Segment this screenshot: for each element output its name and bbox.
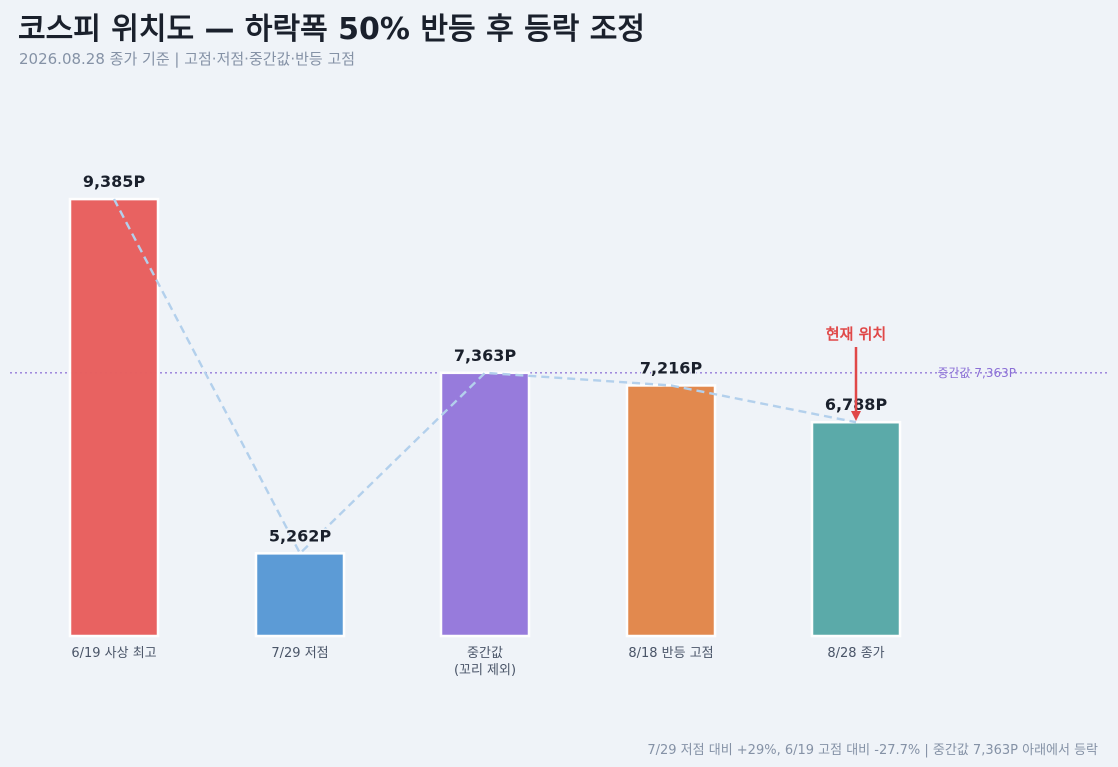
bar bbox=[254, 552, 346, 638]
bar bbox=[439, 371, 531, 638]
connector-group bbox=[112, 198, 857, 556]
category-label: 6/19 사상 최고 bbox=[71, 646, 156, 661]
chart-subtitle: 2026.08.28 종가 기준 | 고점·저점·중간값·반등 고점 bbox=[19, 50, 356, 68]
value-label: 5,262P bbox=[269, 526, 332, 545]
category-label: 8/18 반등 고점 bbox=[628, 646, 713, 661]
category-label: 중간값 bbox=[467, 646, 503, 661]
category-label: 8/28 종가 bbox=[827, 646, 884, 661]
category-label: 7/29 저점 bbox=[271, 646, 328, 661]
value-label: 7,363P bbox=[454, 346, 517, 365]
value-label: 7,216P bbox=[640, 358, 703, 377]
median-reference-label: 중간값 7,363P bbox=[937, 366, 1016, 380]
annotation-group: 현재 위치 bbox=[826, 325, 886, 421]
value-label: 9,385P bbox=[83, 172, 146, 191]
annotation-arrow-head bbox=[851, 411, 861, 421]
chart-title: 코스피 위치도 — 하락폭 50% 반등 후 등락 조정 bbox=[18, 12, 645, 47]
annotation-label: 현재 위치 bbox=[826, 325, 886, 343]
bar bbox=[625, 384, 717, 638]
footer-note: 7/29 저점 대비 +29%, 6/19 고점 대비 -27.7% | 중간값… bbox=[647, 743, 1098, 758]
bars-group bbox=[68, 197, 902, 638]
median-reference-group: 중간값 7,363P bbox=[10, 366, 1108, 380]
category-label: (꼬리 제외) bbox=[454, 663, 516, 678]
connector-line bbox=[112, 198, 857, 556]
bar bbox=[810, 420, 902, 638]
bar bbox=[68, 197, 160, 638]
